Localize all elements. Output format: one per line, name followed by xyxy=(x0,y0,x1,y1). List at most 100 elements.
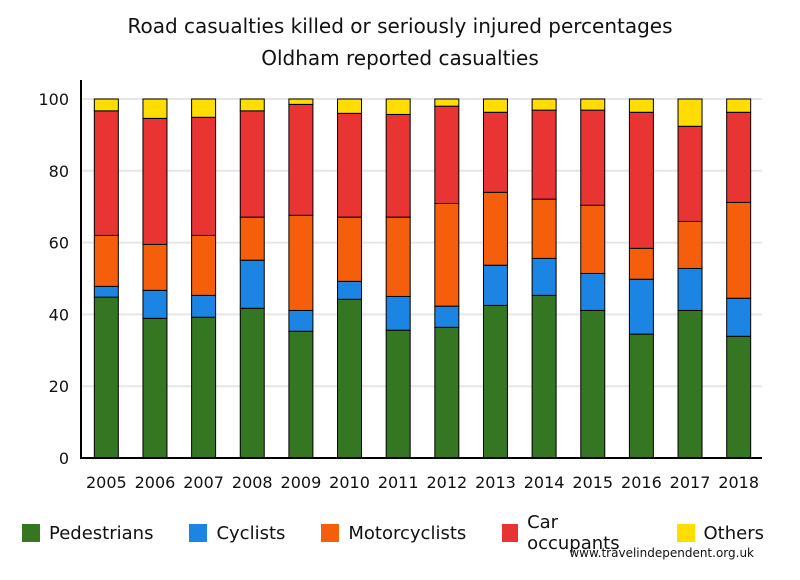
bar-segment-motorcyclists xyxy=(677,220,703,269)
bar-segment-others xyxy=(482,98,508,113)
x-tick-label: 2013 xyxy=(475,473,516,492)
bar-segment-pedestrians xyxy=(677,309,703,459)
bar-segment-others xyxy=(191,98,217,118)
bar-segment-car-occupants xyxy=(288,103,314,216)
bar-segment-others xyxy=(385,98,411,115)
legend-label: Cyclists xyxy=(216,522,286,544)
legend: Pedestrians Cyclists Motorcyclists Car occu… xyxy=(22,512,800,554)
y-tick-label: 40 xyxy=(49,305,69,324)
bar-segment-car-occupants xyxy=(580,109,606,206)
y-tick-label: 20 xyxy=(49,377,69,396)
bar-segment-car-occupants xyxy=(628,111,654,249)
bar-segment-others xyxy=(580,98,606,111)
bar-segment-motorcyclists xyxy=(580,204,606,274)
bar-segment-pedestrians xyxy=(191,316,217,459)
bar-segment-car-occupants xyxy=(531,109,557,200)
x-tick-label: 2007 xyxy=(183,473,224,492)
legend-label: Motorcyclists xyxy=(348,522,467,544)
bar-segment-cyclists xyxy=(726,297,752,337)
chart-subtitle: Oldham reported casualties xyxy=(261,46,539,70)
legend-item: Cyclists xyxy=(189,512,285,554)
bar-segment-others xyxy=(628,98,654,113)
bar-segment-pedestrians xyxy=(434,326,460,459)
legend-swatch xyxy=(22,524,40,542)
bar-segment-cyclists xyxy=(580,272,606,311)
bar-segment-cyclists xyxy=(142,289,168,319)
bar-segment-pedestrians xyxy=(337,298,363,459)
bar-segment-car-occupants xyxy=(142,117,168,245)
bar-segment-car-occupants xyxy=(239,110,265,218)
bar-segment-car-occupants xyxy=(726,111,752,203)
x-tick-label: 2006 xyxy=(135,473,176,492)
bar-segment-motorcyclists xyxy=(191,234,217,296)
bar-segment-cyclists xyxy=(385,295,411,331)
bar-segment-cyclists xyxy=(677,267,703,311)
bar-segment-motorcyclists xyxy=(93,234,119,287)
bar-segment-others xyxy=(239,98,265,112)
bar-segment-others xyxy=(726,98,752,113)
bar-segment-pedestrians xyxy=(142,317,168,459)
legend-item: Car occupants xyxy=(502,512,640,554)
bar-segment-motorcyclists xyxy=(337,216,363,282)
bar-segment-pedestrians xyxy=(482,304,508,459)
legend-swatch xyxy=(189,524,208,542)
bar-segment-car-occupants xyxy=(337,112,363,218)
legend-swatch xyxy=(676,524,695,542)
bar-segment-cyclists xyxy=(434,305,460,328)
chart-title: Road casualties killed or seriously inju… xyxy=(127,14,673,38)
y-tick-label: 0 xyxy=(59,449,69,468)
bar-segment-others xyxy=(337,98,363,114)
x-tick-label: 2018 xyxy=(718,473,759,492)
bar-segment-cyclists xyxy=(531,257,557,296)
bar-segment-others xyxy=(288,98,314,105)
bar-segment-motorcyclists xyxy=(628,247,654,280)
bar-segment-motorcyclists xyxy=(434,202,460,307)
bar-segment-pedestrians xyxy=(239,307,265,459)
bar-segment-others xyxy=(142,98,168,119)
x-tick-label: 2012 xyxy=(426,473,467,492)
x-tick-label: 2009 xyxy=(281,473,322,492)
bar-segment-motorcyclists xyxy=(239,216,265,261)
chart-area: 0 20 40 60 80 100 2005 2006 2007 2008 2009 2010 2011… xyxy=(38,80,762,492)
bar-segment-motorcyclists xyxy=(288,214,314,311)
bar-segment-pedestrians xyxy=(93,296,119,459)
legend-swatch xyxy=(502,524,519,542)
bar-segment-pedestrians xyxy=(726,335,752,459)
x-tick-label: 2010 xyxy=(329,473,370,492)
bar-segment-cyclists xyxy=(337,280,363,300)
bar-segment-cyclists xyxy=(191,294,217,318)
y-tick-label: 100 xyxy=(38,90,69,109)
bar-segment-car-occupants xyxy=(677,125,703,222)
bar-segment-cyclists xyxy=(288,309,314,332)
legend-item: Pedestrians xyxy=(22,512,153,554)
x-tick-label: 2011 xyxy=(378,473,419,492)
bar-segment-pedestrians xyxy=(288,330,314,459)
y-tick-label: 60 xyxy=(49,234,69,253)
bar-segment-car-occupants xyxy=(385,113,411,218)
bar-segment-pedestrians xyxy=(628,333,654,459)
bar-segment-cyclists xyxy=(93,285,119,298)
legend-item: Motorcyclists xyxy=(321,512,466,554)
legend-swatch xyxy=(321,524,340,542)
bar-segment-car-occupants xyxy=(191,116,217,236)
bar-segment-others xyxy=(677,98,703,127)
bar-segment-others xyxy=(531,98,557,111)
bar-segment-motorcyclists xyxy=(726,201,752,299)
y-tick-label: 80 xyxy=(49,162,69,181)
bar-segment-car-occupants xyxy=(93,110,119,236)
credit-text: www.travelindependent.org.uk xyxy=(569,546,754,560)
bar-segment-car-occupants xyxy=(434,105,460,204)
bar-segment-motorcyclists xyxy=(482,191,508,266)
bar-segment-cyclists xyxy=(628,278,654,335)
bar-segment-motorcyclists xyxy=(385,216,411,297)
bar-segment-pedestrians xyxy=(385,329,411,459)
bar-segment-cyclists xyxy=(239,259,265,309)
x-tick-label: 2014 xyxy=(524,473,565,492)
bar-segment-cyclists xyxy=(482,264,508,306)
bar-segment-car-occupants xyxy=(482,111,508,193)
bar-segment-motorcyclists xyxy=(531,198,557,259)
bar-segment-motorcyclists xyxy=(142,243,168,291)
x-tick-label: 2017 xyxy=(670,473,711,492)
bar-segment-others xyxy=(93,98,119,112)
legend-item: Others xyxy=(676,512,764,554)
